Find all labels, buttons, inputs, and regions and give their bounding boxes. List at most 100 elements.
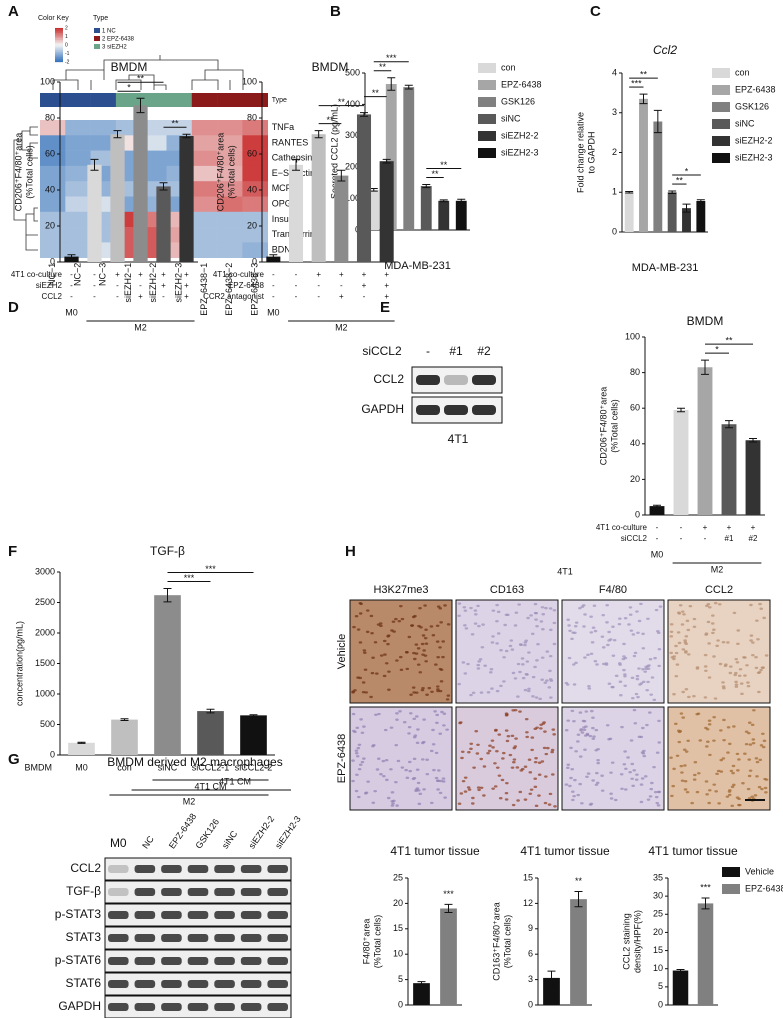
nucleus [357, 743, 362, 746]
nucleus [412, 717, 417, 721]
treatment-label: 4T1 CM [219, 776, 251, 786]
nucleus [762, 739, 767, 743]
nucleus [523, 798, 528, 801]
x-tick-label: M0 [75, 762, 88, 772]
nucleus [573, 625, 578, 628]
nucleus [761, 666, 765, 669]
nucleus [564, 783, 569, 786]
nucleus [525, 735, 529, 739]
y-axis-label: density/HPF(%) [632, 910, 642, 973]
nucleus [523, 688, 528, 692]
key-swatch [55, 38, 63, 41]
nucleus [438, 667, 443, 671]
nucleus [657, 790, 661, 794]
condition-mark: + [339, 292, 344, 301]
condition-label: siCCL2 [621, 534, 648, 543]
nucleus [516, 662, 521, 666]
bar [673, 409, 689, 515]
nucleus [548, 792, 553, 796]
nucleus [580, 731, 585, 734]
x-axis-label: MDA-MB-231 [384, 260, 451, 272]
nucleus [417, 624, 421, 628]
error-bar [113, 130, 122, 139]
significance-label: *** [386, 53, 397, 63]
legend-label: siEZH2-2 [735, 135, 773, 145]
nucleus [566, 763, 571, 766]
nucleus [442, 712, 447, 715]
nucleus [757, 671, 762, 674]
significance-label: ** [676, 175, 684, 185]
row-label: BMDM [25, 762, 53, 772]
heatmap-cell [40, 211, 66, 228]
nucleus [570, 709, 575, 713]
nucleus [457, 602, 462, 605]
significance-label: *** [443, 889, 454, 899]
bar [455, 200, 467, 230]
nucleus [470, 802, 475, 805]
nucleus [551, 728, 556, 731]
blot-band [267, 888, 288, 896]
group-label: M2 [335, 322, 348, 332]
nucleus [534, 804, 539, 808]
bar [64, 256, 79, 262]
nucleus [722, 718, 726, 722]
y-axis-label: CD206⁺F4/80⁺area [13, 133, 23, 212]
blot-band [108, 980, 129, 988]
y-tick-label: 80 [247, 112, 257, 122]
condition-mark: - [139, 281, 142, 290]
nucleus [572, 720, 576, 723]
blot-band [161, 980, 182, 988]
condition-mark: - [295, 270, 298, 279]
nucleus [527, 687, 531, 690]
nucleus [459, 792, 464, 795]
error-bar [382, 158, 391, 164]
lane-label: siEZH2-3 [273, 814, 303, 850]
nucleus [550, 750, 554, 754]
nucleus [538, 697, 542, 701]
key-title: Color Key [38, 15, 69, 22]
error-bar [422, 183, 431, 189]
nucleus [518, 790, 523, 794]
nucleus [413, 614, 417, 618]
nucleus [743, 752, 747, 755]
nucleus [387, 688, 391, 691]
nucleus [523, 641, 528, 644]
nucleus [466, 662, 470, 666]
nucleus [540, 656, 545, 659]
bar [697, 367, 713, 515]
nucleus [586, 653, 590, 657]
nucleus [703, 696, 708, 699]
nucleus [578, 711, 583, 714]
y-tick-label: 0 [658, 999, 663, 1009]
nucleus [693, 773, 697, 777]
nucleus [358, 612, 363, 615]
chart-title: 4T1 tumor tissue [648, 844, 738, 858]
nucleus [637, 619, 642, 623]
nucleus [755, 760, 760, 764]
y-tick-label: 1500 [35, 658, 55, 668]
nucleus [530, 748, 534, 752]
nucleus [387, 670, 391, 673]
bar [379, 161, 394, 262]
y-tick-label: 200 [345, 162, 360, 172]
x-axis-label: MDA-MB-231 [632, 262, 699, 274]
error-bar [653, 109, 662, 134]
type-cell [242, 93, 268, 107]
nucleus [639, 602, 643, 606]
nucleus [434, 663, 438, 666]
blot-row-label: GAPDH [58, 999, 101, 1013]
nucleus [443, 604, 447, 607]
nucleus [622, 763, 627, 766]
nucleus [679, 764, 684, 768]
nucleus [510, 766, 515, 769]
nucleus [626, 756, 630, 759]
nucleus [405, 776, 410, 780]
nucleus [402, 721, 407, 724]
nucleus [480, 646, 485, 649]
nucleus [404, 768, 408, 772]
nucleus [497, 774, 502, 777]
nucleus [355, 755, 360, 758]
condition-mark: - [70, 281, 73, 290]
nucleus [629, 739, 634, 742]
error-bar [249, 714, 258, 717]
